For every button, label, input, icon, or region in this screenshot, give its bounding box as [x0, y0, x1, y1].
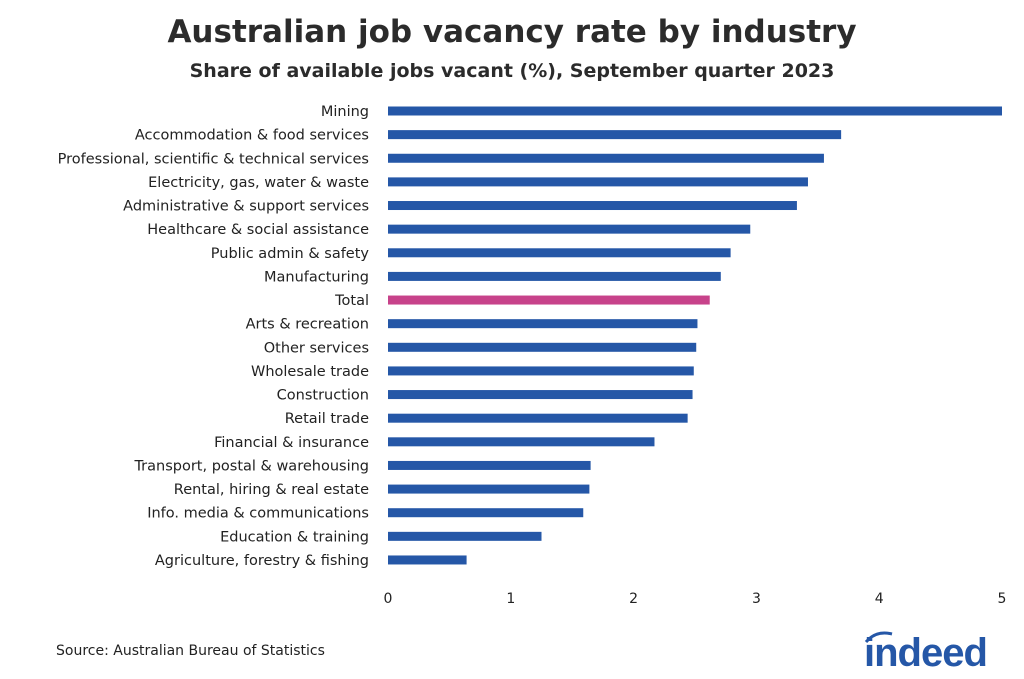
indeed-logo: indeed [864, 631, 988, 672]
category-label: Construction [277, 388, 369, 404]
category-label: Arts & recreation [246, 317, 369, 333]
chart-subtitle: Share of available jobs vacant (%), Sept… [189, 60, 835, 82]
bar [388, 130, 842, 140]
bar [388, 295, 710, 305]
bar [388, 342, 697, 352]
category-label: Accommodation & food services [135, 128, 369, 144]
bar [388, 248, 731, 258]
x-tick-label: 4 [875, 591, 884, 607]
bar [388, 177, 808, 187]
category-label: Mining [321, 104, 369, 120]
bar [388, 271, 721, 281]
x-tick-label: 2 [629, 591, 638, 607]
category-label: Financial & insurance [214, 435, 369, 451]
x-tick-label: 5 [998, 591, 1007, 607]
category-label: Professional, scientific & technical ser… [58, 151, 369, 167]
bar [388, 390, 693, 400]
bar [388, 413, 688, 423]
bar [388, 460, 591, 470]
category-label: Administrative & support services [123, 199, 369, 215]
svg-text:indeed: indeed [864, 631, 987, 672]
bar [388, 201, 797, 211]
source-note: Source: Australian Bureau of Statistics [56, 643, 325, 659]
x-tick-label: 0 [384, 591, 393, 607]
category-label: Total [334, 293, 369, 309]
bar [388, 224, 751, 234]
category-label: Manufacturing [264, 269, 369, 285]
category-label: Electricity, gas, water & waste [148, 175, 369, 191]
category-label: Wholesale trade [251, 364, 369, 380]
bar [388, 508, 584, 518]
category-label: Education & training [220, 529, 369, 545]
bar [388, 555, 467, 565]
x-tick-label: 1 [506, 591, 515, 607]
bar [388, 484, 590, 494]
category-label: Retail trade [285, 411, 369, 427]
category-label: Rental, hiring & real estate [174, 482, 369, 498]
category-label: Other services [264, 340, 369, 356]
bar [388, 106, 1002, 116]
bar [388, 153, 824, 163]
bar [388, 319, 698, 329]
category-label: Info. media & communications [147, 506, 369, 522]
bar [388, 366, 694, 376]
category-label: Public admin & safety [211, 246, 370, 262]
category-label: Transport, postal & warehousing [133, 458, 369, 474]
bar [388, 437, 655, 447]
category-label: Agriculture, forestry & fishing [155, 553, 369, 569]
x-tick-label: 3 [752, 591, 761, 607]
chart-title: Australian job vacancy rate by industry [167, 14, 857, 50]
category-label: Healthcare & social assistance [147, 222, 369, 238]
bar [388, 531, 542, 541]
